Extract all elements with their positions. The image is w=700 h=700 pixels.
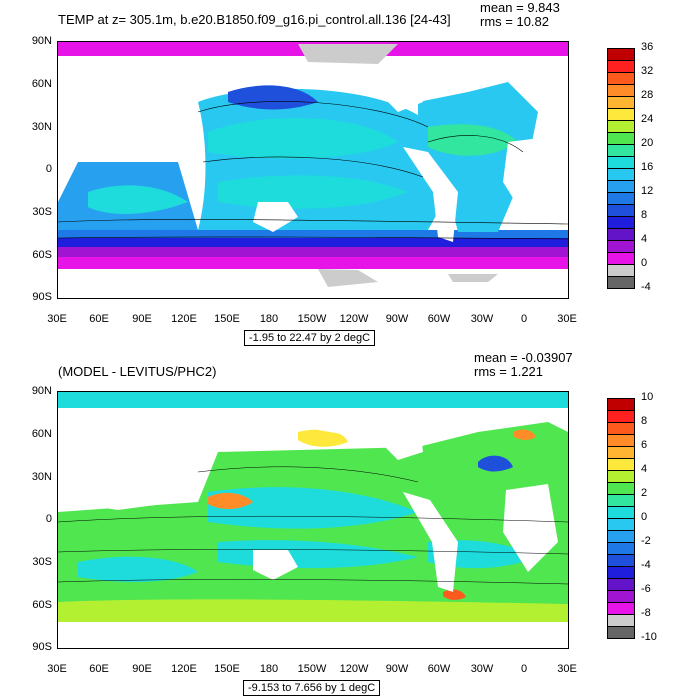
colorbar: 10 8 6 4 2 0 -2 -4 -6 -8 -10 [607,391,687,643]
lon-label: 0 [520,663,528,675]
lat-label: 90S [32,291,52,303]
lat-label: 30N [31,471,52,483]
colorbar-label: 32 [641,65,654,77]
mean-value: mean = -0.03907 [474,350,573,365]
lat-label: 0 [45,163,52,175]
colorbar-cell [607,626,635,639]
colorbar-label: 8 [641,209,648,221]
map-canvas [58,42,568,298]
lon-label: 60W [427,663,451,675]
lon-label: 150W [297,663,327,675]
lon-label: 120W [339,663,369,675]
colorbar-label: 20 [641,137,654,149]
colorbar-label: 28 [641,89,654,101]
top-panel: TEMP at z= 305.1m, b.e20.B1850.f09_g16.p… [31,0,687,346]
lon-label: 180 [259,663,279,675]
lat-label: 90N [31,35,52,47]
lon-label: 120W [339,313,369,325]
difference-map [57,391,569,649]
lon-label: 60E [89,313,109,325]
colorbar-label: -6 [641,583,651,595]
colorbar-label: 4 [641,463,648,475]
lon-label: 0 [520,313,528,325]
lon-label: 30W [470,663,494,675]
panel-title: (MODEL - LEVITUS/PHC2) [58,364,217,379]
lat-label: 30N [31,121,52,133]
lat-label: 60S [32,599,52,611]
colorbar-label: -2 [641,535,651,547]
colorbar-cell [607,276,635,289]
lat-label: 90N [31,385,52,397]
lon-label: 90W [385,313,409,325]
lon-label: 90E [132,313,152,325]
colorbar-label: 24 [641,113,654,125]
lon-label: 180 [259,313,279,325]
lon-label: 30E [557,663,577,675]
map-canvas [58,392,568,648]
lon-label: 60E [89,663,109,675]
lon-label: 90W [385,663,409,675]
colorbar-label: -4 [641,281,651,293]
colorbar-label: 36 [641,41,654,53]
lon-label: 60W [427,313,451,325]
rms-value: rms = 1.221 [474,364,544,379]
lat-label: 60N [31,428,52,440]
colorbar-label: 8 [641,415,648,427]
lat-label: 30S [32,206,52,218]
lon-label: 120E [171,313,197,325]
lon-label: 150E [214,313,240,325]
lat-label: 90S [32,641,52,653]
lat-label: 60N [31,78,52,90]
lon-label: 30E [47,663,67,675]
lat-label: 60S [32,249,52,261]
lat-label: 0 [45,513,52,525]
mean-value: mean = 9.843 [480,0,560,15]
colorbar-label: 2 [641,487,648,499]
colorbar-label: 0 [641,257,648,269]
lon-label: 30W [470,313,494,325]
lon-label: 30E [47,313,67,325]
lon-label: 150W [297,313,327,325]
lon-label: 90E [132,663,152,675]
colorbar-label: 12 [641,185,654,197]
lat-label: 30S [32,556,52,568]
temperature-map [57,41,569,299]
contour-info-box: -1.95 to 22.47 by 2 degC [244,330,376,346]
contour-info-box: -9.153 to 7.656 by 1 degC [243,680,381,696]
colorbar: 36 32 28 24 20 16 12 8 4 0 -4 [607,41,687,293]
rms-value: rms = 10.82 [480,14,550,29]
colorbar-label: -4 [641,559,651,571]
colorbar-label: 4 [641,233,648,245]
colorbar-label: -10 [641,631,657,643]
colorbar-label: -8 [641,607,651,619]
colorbar-label: 10 [641,391,654,403]
panel-title: TEMP at z= 305.1m, b.e20.B1850.f09_g16.p… [58,12,451,27]
bottom-panel: (MODEL - LEVITUS/PHC2) mean = -0.03907 r… [0,350,700,700]
lon-label: 150E [214,663,240,675]
colorbar-label: 16 [641,161,654,173]
lon-label: 30E [557,313,577,325]
lon-label: 120E [171,663,197,675]
colorbar-label: 6 [641,439,648,451]
colorbar-label: 0 [641,511,648,523]
